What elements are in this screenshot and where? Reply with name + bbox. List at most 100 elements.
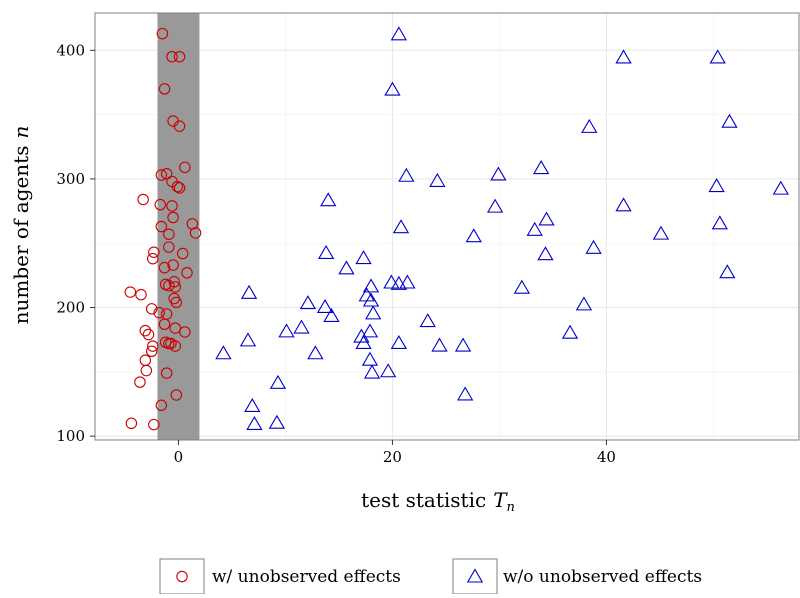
data-point-circle [156, 27, 169, 40]
data-point-triangle [772, 180, 789, 195]
data-point-triangle [239, 332, 257, 347]
data-point-triangle [538, 211, 555, 226]
data-point-circle [145, 303, 158, 315]
data-point-triangle [615, 197, 632, 212]
data-point-circle [155, 220, 168, 233]
data-point-triangle [384, 81, 401, 96]
data-point-triangle [652, 225, 670, 240]
data-point-triangle [355, 334, 372, 350]
data-point-triangle [269, 374, 287, 389]
data-point-triangle [299, 295, 317, 310]
plot-background [95, 13, 799, 440]
data-point-triangle [246, 415, 263, 431]
data-point-circle [147, 340, 159, 352]
data-point-triangle [419, 313, 436, 328]
y-axis: 100 200 300 400 [56, 41, 95, 445]
data-point-triangle [361, 351, 379, 366]
x-axis-title: test statistic Tn [361, 488, 515, 515]
series-without-effects [215, 26, 789, 431]
data-point-circle [166, 50, 178, 63]
data-point-triangle [293, 319, 310, 334]
data-point-triangle [390, 26, 408, 41]
y-axis-title-text: number of agents [9, 146, 33, 325]
data-point-circle [139, 324, 152, 337]
data-point-triangle [454, 337, 472, 352]
data-point-triangle [215, 345, 232, 360]
data-point-triangle [719, 264, 736, 279]
data-point-circle [176, 247, 189, 260]
legend-circle-icon [176, 570, 188, 583]
data-point-circle [147, 252, 159, 265]
data-point-circle [153, 306, 165, 319]
data-point-triangle [399, 274, 416, 289]
data-point-circle [167, 211, 179, 224]
data-point-circle [160, 168, 173, 180]
data-point-circle [155, 169, 168, 181]
x-tick-label: 0 [174, 448, 184, 466]
data-point-triangle [268, 414, 286, 429]
data-point-triangle [561, 324, 579, 339]
legend-key-circle [159, 558, 205, 595]
x-axis-title-var: T [493, 488, 508, 512]
data-point-triangle [355, 250, 372, 265]
y-tick-label: 200 [56, 299, 85, 317]
y-axis-title-var: n [9, 126, 33, 139]
data-point-circle [158, 261, 171, 274]
legend-key-triangle [452, 558, 498, 595]
data-point-circle [170, 296, 183, 309]
legend-triangle-icon [466, 568, 484, 583]
data-point-circle [135, 288, 147, 301]
data-point-circle [167, 259, 179, 271]
data-point-circle [125, 417, 138, 430]
series-with-effects [124, 27, 202, 431]
data-point-circle [163, 228, 175, 240]
data-point-triangle [353, 328, 370, 343]
data-point-triangle [709, 49, 726, 64]
data-point-circle [140, 364, 153, 377]
data-point-triangle [575, 296, 593, 311]
data-point-triangle [431, 337, 448, 352]
data-point-circle [142, 328, 155, 341]
y-axis-title: number of agents n [9, 126, 33, 325]
data-point-circle [166, 200, 178, 212]
data-point-circle [154, 198, 167, 211]
data-point-triangle [379, 363, 397, 378]
data-point-circle [169, 340, 181, 352]
data-point-triangle [526, 221, 543, 236]
data-point-circle [189, 227, 202, 239]
data-point-circle [158, 83, 171, 95]
data-point-triangle [581, 118, 598, 133]
data-point-circle [179, 326, 191, 338]
data-point-circle [148, 246, 160, 258]
data-point-triangle [457, 386, 474, 401]
data-point-triangle [338, 260, 355, 275]
data-point-triangle [383, 274, 400, 289]
data-point-triangle [465, 228, 482, 243]
data-point-triangle [323, 307, 340, 322]
data-point-circle [173, 120, 186, 132]
data-point-triangle [711, 215, 728, 230]
data-point-triangle [532, 160, 550, 175]
y-tick-label: 100 [56, 427, 85, 445]
data-point-circle [169, 322, 181, 334]
data-point-triangle [363, 364, 381, 379]
data-point-circle [163, 337, 175, 350]
data-point-circle [179, 161, 191, 174]
data-point-circle [160, 367, 173, 379]
data-point-circle [137, 193, 149, 206]
data-point-circle [170, 389, 183, 401]
data-point-circle [148, 418, 160, 431]
data-point-triangle [392, 219, 410, 234]
data-point-circle [124, 286, 137, 298]
data-point-triangle [721, 113, 738, 128]
data-point-triangle [362, 292, 380, 307]
data-point-triangle [490, 166, 507, 181]
data-point-circle [173, 50, 186, 63]
data-point-circle [173, 182, 186, 194]
x-axis-title-text: test statistic [361, 488, 486, 512]
data-point-triangle [390, 334, 408, 350]
data-point-circle [169, 281, 181, 293]
x-axis-title-sub: n [507, 500, 515, 515]
data-point-circle [163, 241, 175, 253]
